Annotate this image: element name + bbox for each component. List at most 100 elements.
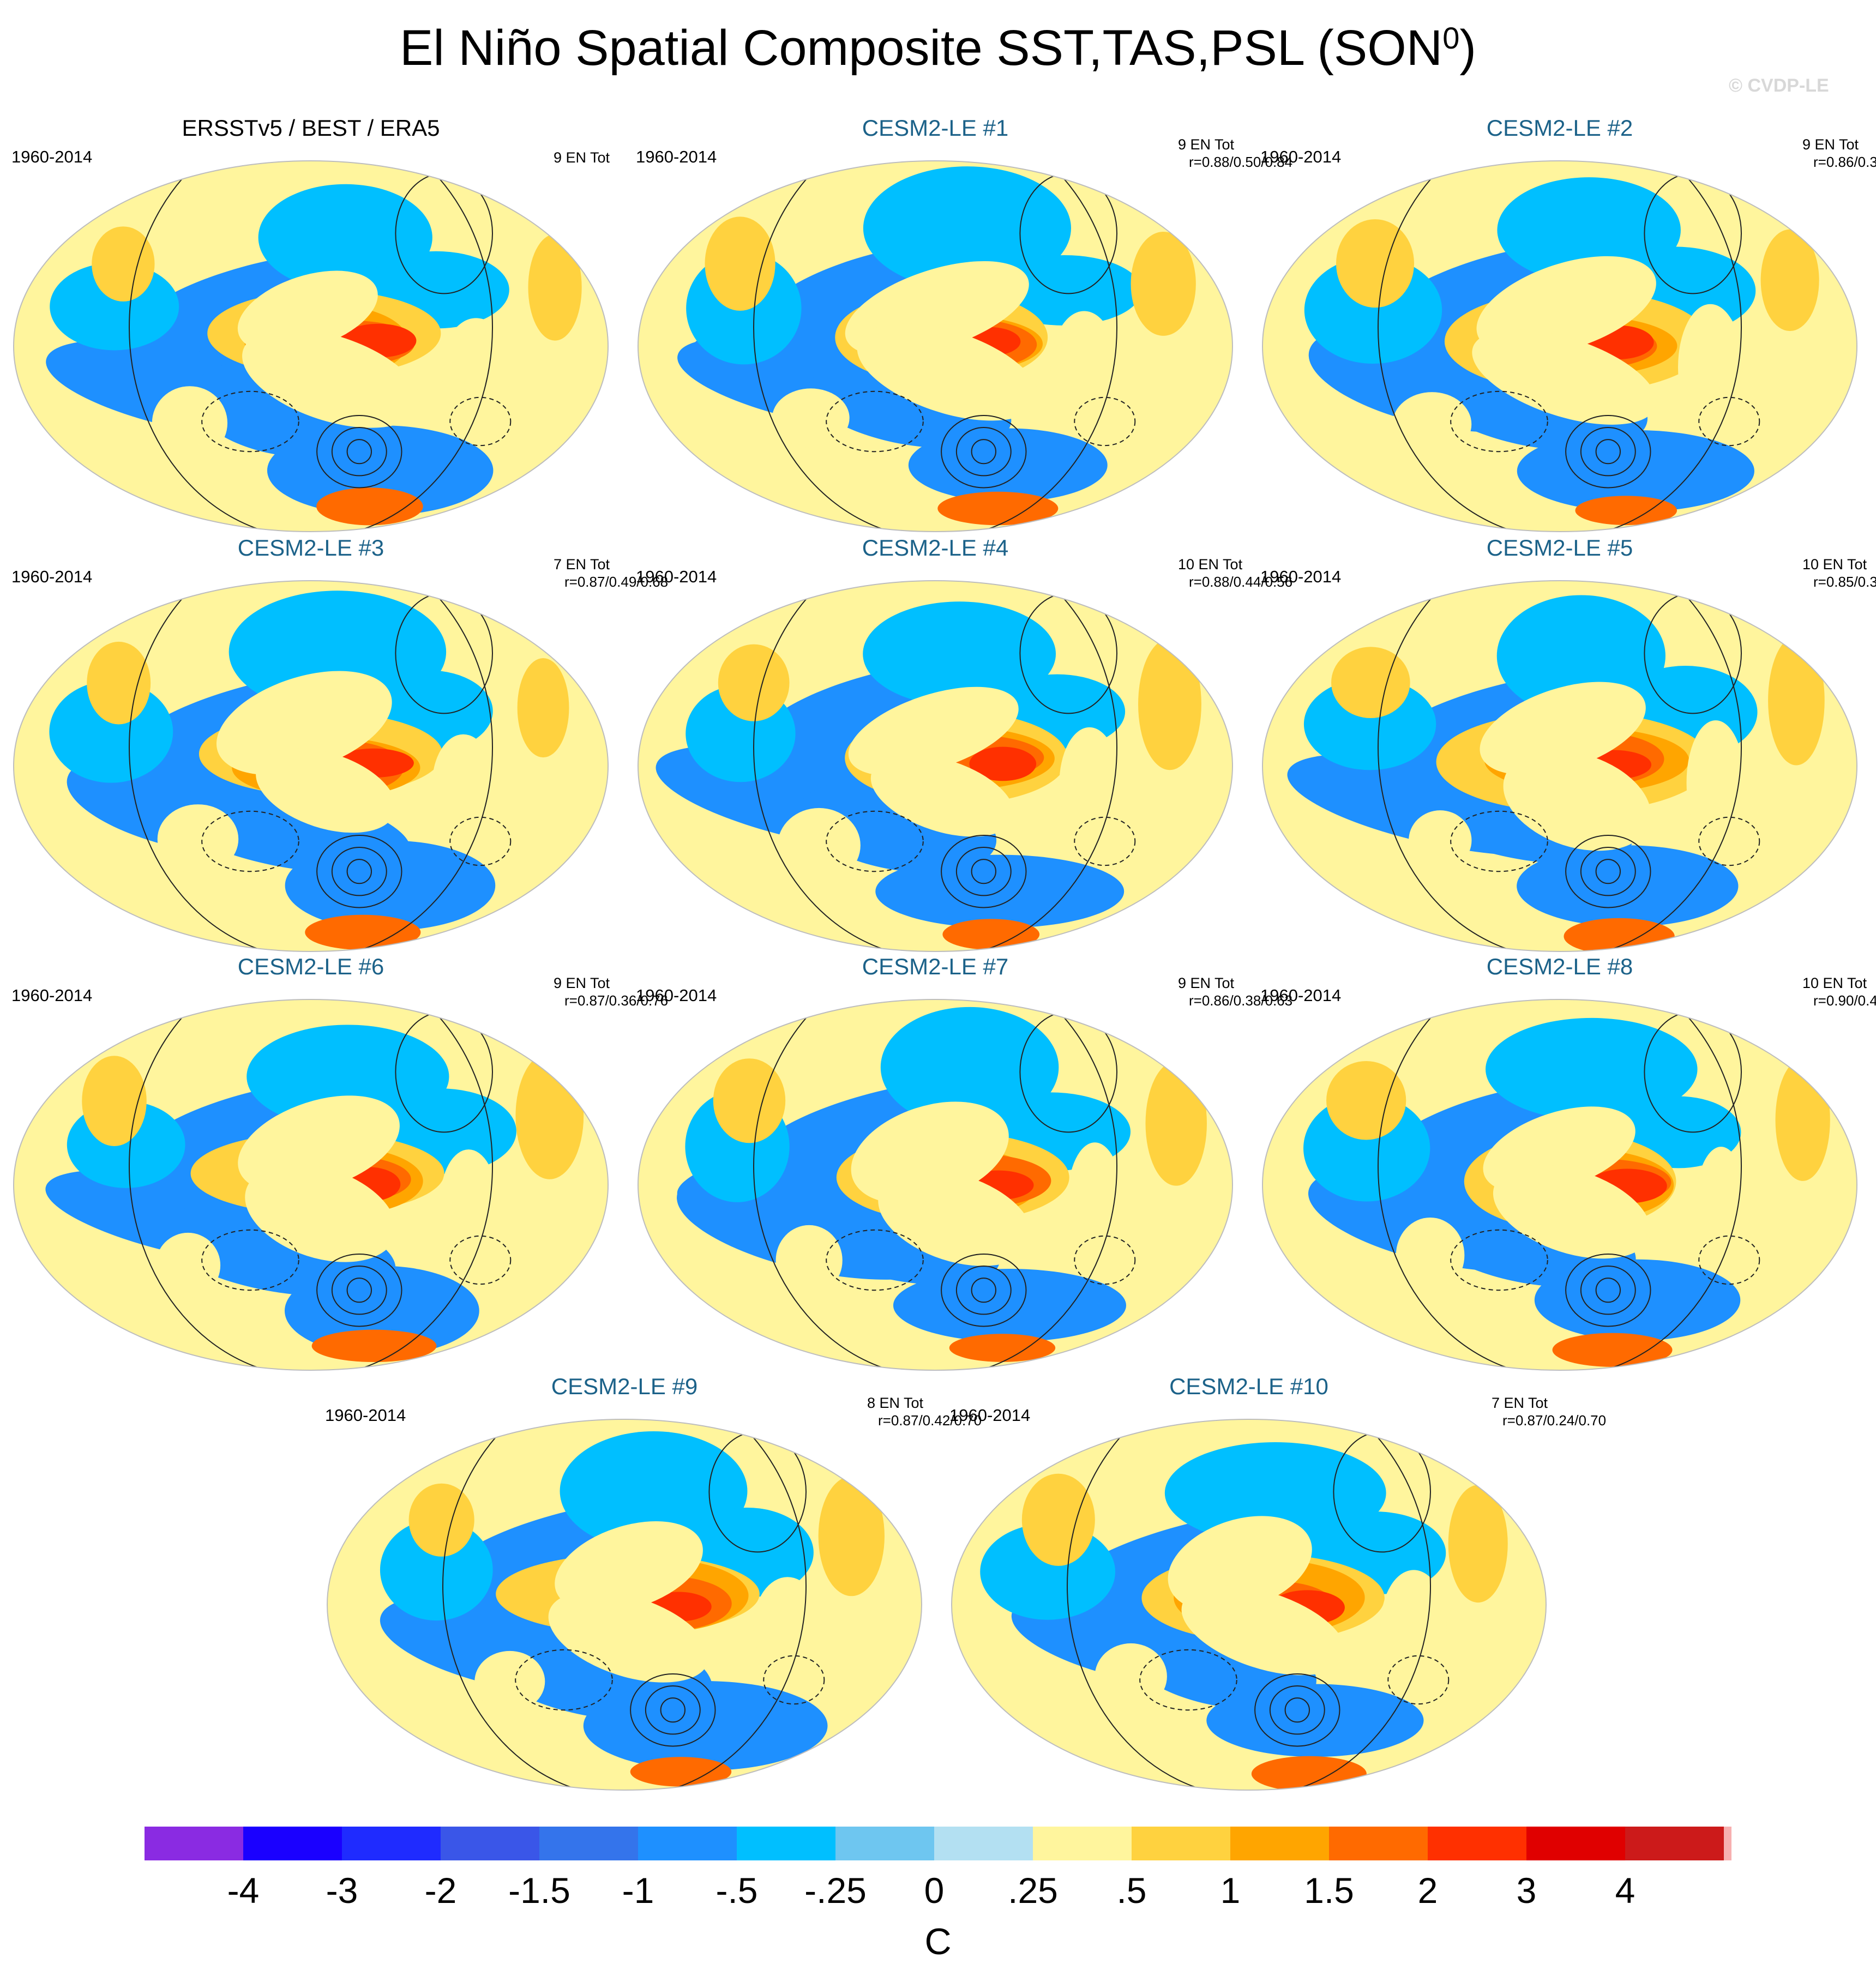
figure-title-superscript: 0 [1442,21,1460,55]
sst-anomaly-patch [949,1334,1056,1362]
psl-contour [1074,816,1136,866]
sst-anomaly-patch [937,491,1059,526]
colorbar-swatch [638,1827,737,1860]
colorbar-swatch [934,1827,1033,1860]
panel-title: CESM2-LE #3 [237,535,384,561]
colorbar: -4 -3 -2 -1.5 -1 -.5 -.25 0 .25 .5 1 1.5 2 3 4 [145,1827,1731,1911]
psl-contour [955,847,1012,896]
colorbar-tick-label: -3 [326,1870,358,1911]
map-panel: CESM2-LE #9 1960-2014 8 EN Tot r=0.87/0.42/… [322,1373,982,1791]
map-panel: CESM2-LE #10 1960-2014 7 EN Tot r=0.87/0.24… [946,1373,1606,1791]
sst-anomaly-patch [408,1483,474,1557]
psl-contour [331,1266,387,1315]
psl-contour [331,427,387,477]
panel-map [951,1419,1547,1791]
psl-contour [331,847,387,896]
panel-event-count: 7 EN Tot [1492,1395,1548,1411]
sst-anomaly-patch [1181,1585,1346,1676]
map-panel: CESM2-LE #7 1960-2014 9 EN Tot r=0.86/0.38/… [633,953,1292,1371]
map-outline [638,999,1233,1371]
sst-anomaly-patch [528,234,582,341]
sst-anomaly-patch [1768,636,1825,766]
psl-contour [1074,1235,1136,1285]
colorbar-tick-label: 4 [1615,1870,1636,1911]
sst-anomaly-patch [1336,219,1415,308]
psl-contour [346,859,372,884]
copyright-note: © CVDP-LE [1729,75,1829,96]
sst-anomaly-patch [893,1269,1126,1342]
map-panel: CESM2-LE #2 1960-2014 9 EN Totr=0.86/0.37/… [1257,115,1876,532]
sst-anomaly-patch [245,1164,396,1262]
sst-anomaly-patch [1145,1061,1207,1186]
sst-anomaly-patch [630,1757,732,1787]
psl-contour [1565,1253,1651,1327]
colorbar-swatch [243,1827,342,1860]
map-outline [1262,580,1857,952]
sst-anomaly-patch [1059,727,1120,841]
psl-contour [449,1235,512,1285]
sst-anomaly-patch [705,216,775,311]
sst-anomaly-patch [242,329,420,428]
panel-period: 1960-2014 [325,1406,406,1425]
sst-anomaly-patch [1448,1485,1508,1603]
map-outline [638,580,1233,952]
psl-contour [1595,859,1621,884]
panel-period: 1960-2014 [636,986,717,1005]
panel-period: 1960-2014 [1260,567,1342,586]
psl-contour [1698,816,1760,866]
panel-title: CESM2-LE #6 [237,954,384,979]
panel-event-count: 10 EN Tot [1802,556,1867,573]
sst-anomaly-patch [942,919,1040,950]
psl-contour [346,439,372,465]
map-outline [13,160,609,532]
panel-period: 1960-2014 [11,986,93,1005]
sst-anomaly-patch [908,428,1108,502]
sst-anomaly-patch [1493,1165,1651,1259]
panel-map [1262,580,1857,952]
psl-contour [201,390,299,453]
sst-anomaly-patch [216,671,392,775]
sst-anomaly-patch [316,487,423,526]
panel-pattern-correlation: r=0.85/0.35/0.70 [1813,574,1876,590]
colorbar-swatch [737,1827,835,1860]
colorbar-tick-label: .5 [1116,1870,1146,1911]
psl-contour [971,439,996,465]
sst-anomaly-patch [517,658,569,758]
sst-anomaly-patch [311,1329,437,1363]
map-panel: CESM2-LE #8 1960-2014 10 EN Totr=0.90/0.44… [1257,953,1876,1371]
psl-contour [955,1266,1012,1315]
sst-anomaly-patch [1095,1643,1167,1710]
psl-contour [826,390,924,453]
sst-anomaly-patch [432,734,495,837]
colorbar-tick-label: 3 [1517,1870,1537,1911]
panel-map [1262,160,1857,532]
sst-anomaly-patch [441,318,511,423]
psl-contour [941,1253,1027,1327]
panel-map [13,999,609,1371]
sst-anomaly-patch [285,840,496,931]
psl-contour [1565,834,1651,908]
colorbar-swatch [1329,1827,1428,1860]
psl-contour [1450,1229,1548,1291]
psl-contour [1254,1673,1340,1747]
psl-contour [316,414,402,489]
psl-contour [442,1419,807,1790]
sst-anomaly-patch [474,1650,545,1712]
psl-contour [1698,1235,1760,1285]
psl-contour [630,1673,716,1747]
panel-pattern-correlation: r=0.86/0.38/0.63 [1189,992,1293,1009]
sst-anomaly-patch [1396,1217,1465,1293]
psl-contour [971,859,996,884]
colorbar-swatch [1132,1827,1230,1860]
psl-contour [449,396,512,447]
figure-title-close: ) [1459,20,1477,76]
psl-contour [660,1697,686,1723]
colorbar-tick-label: -1 [622,1870,654,1911]
panel-pattern-correlation: r=0.87/0.36/0.76 [564,992,669,1009]
sst-anomaly-patch [777,808,861,883]
panel-period: 1960-2014 [636,147,717,166]
psl-contour [753,999,1117,1370]
colorbar-swatch [1625,1827,1724,1860]
colorbar-swatch [145,1827,243,1860]
psl-contour [1450,810,1548,872]
